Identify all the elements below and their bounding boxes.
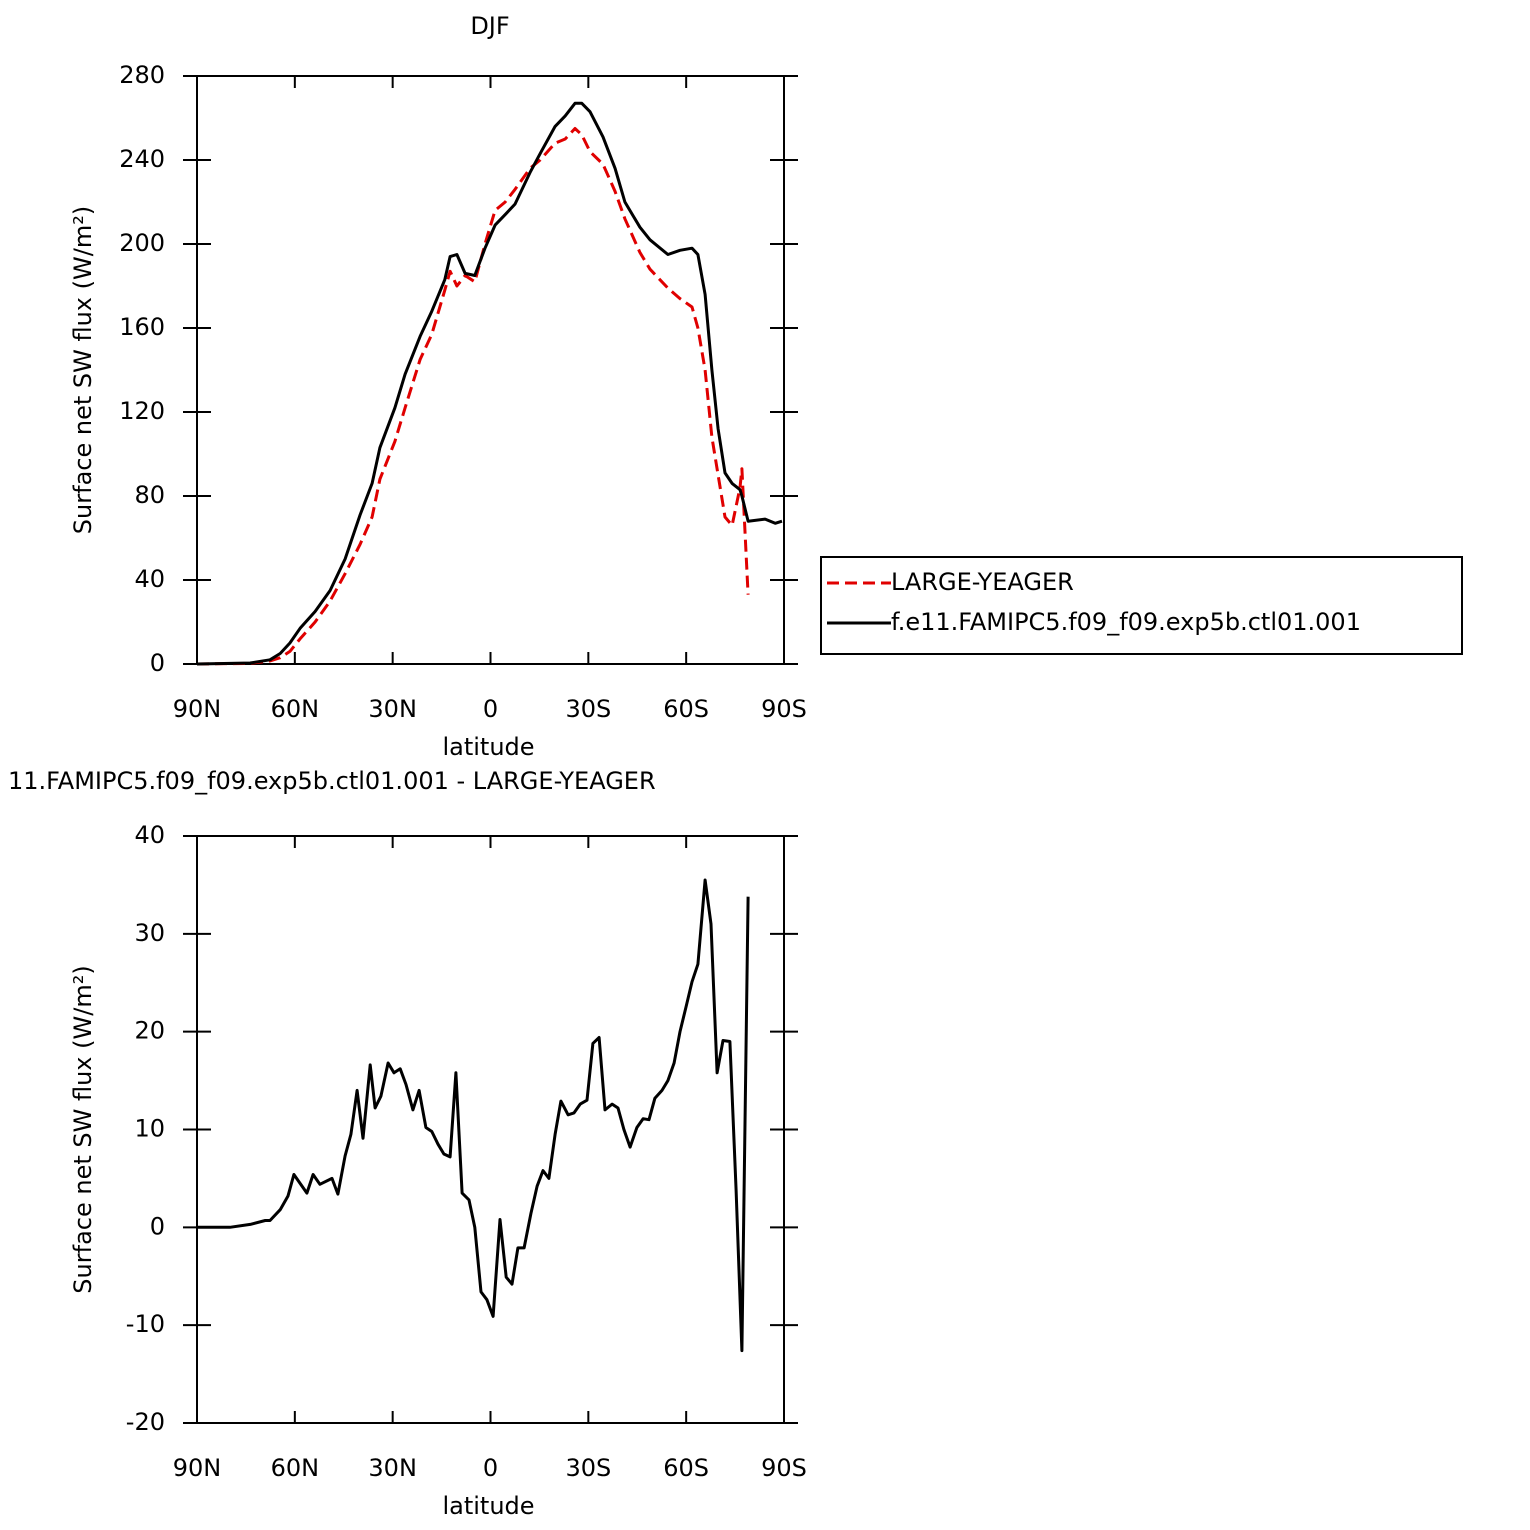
y-tick-label: 0 <box>150 649 165 677</box>
x-axis-label: latitude <box>442 733 534 761</box>
x-tick-label: 90S <box>761 1454 807 1482</box>
y-tick-label: 80 <box>134 481 165 509</box>
x-tick-label: 30S <box>565 695 611 723</box>
data-line <box>196 101 783 666</box>
y-tick-label: 160 <box>119 313 165 341</box>
legend-label: LARGE-YEAGER <box>891 568 1074 596</box>
x-tick-label: 30S <box>565 1454 611 1482</box>
x-axis-label: latitude <box>442 1492 534 1520</box>
y-tick-label: 20 <box>134 1017 165 1045</box>
data-line <box>197 878 750 1353</box>
x-tick-label: 90N <box>173 1454 222 1482</box>
y-tick-label: 30 <box>134 919 165 947</box>
y-tick-label: -10 <box>126 1310 165 1338</box>
x-tick-label: 0 <box>483 695 498 723</box>
y-tick-label: -20 <box>126 1408 165 1436</box>
data-line <box>196 127 750 666</box>
plot-frame <box>196 835 785 1424</box>
y-tick-label: 280 <box>119 61 165 89</box>
x-tick-label: 0 <box>483 1454 498 1482</box>
y-tick-label: 10 <box>134 1115 165 1143</box>
x-tick-label: 60S <box>663 695 709 723</box>
y-tick-label: 0 <box>150 1212 165 1240</box>
x-tick-label: 90S <box>761 695 807 723</box>
plot-frame <box>196 75 785 665</box>
y-tick-label: 40 <box>134 565 165 593</box>
legend-box <box>820 556 1463 655</box>
x-tick-label: 60N <box>271 1454 320 1482</box>
x-tick-label: 30N <box>368 1454 417 1482</box>
y-tick-label: 240 <box>119 145 165 173</box>
legend-label: f.e11.FAMIPC5.f09_f09.exp5b.ctl01.001 <box>891 608 1361 636</box>
y-axis-label: Surface net SW flux (W/m²) <box>69 206 97 534</box>
y-tick-label: 120 <box>119 397 165 425</box>
y-axis-label: Surface net SW flux (W/m²) <box>69 965 97 1293</box>
y-tick-label: 200 <box>119 229 165 257</box>
y-tick-label: 40 <box>134 821 165 849</box>
x-tick-label: 90N <box>173 695 222 723</box>
x-tick-label: 30N <box>368 695 417 723</box>
x-tick-label: 60S <box>663 1454 709 1482</box>
chart-title: DJF <box>470 12 509 40</box>
x-tick-label: 60N <box>271 695 320 723</box>
chart-title: 11.FAMIPC5.f09_f09.exp5b.ctl01.001 - LAR… <box>8 767 656 795</box>
